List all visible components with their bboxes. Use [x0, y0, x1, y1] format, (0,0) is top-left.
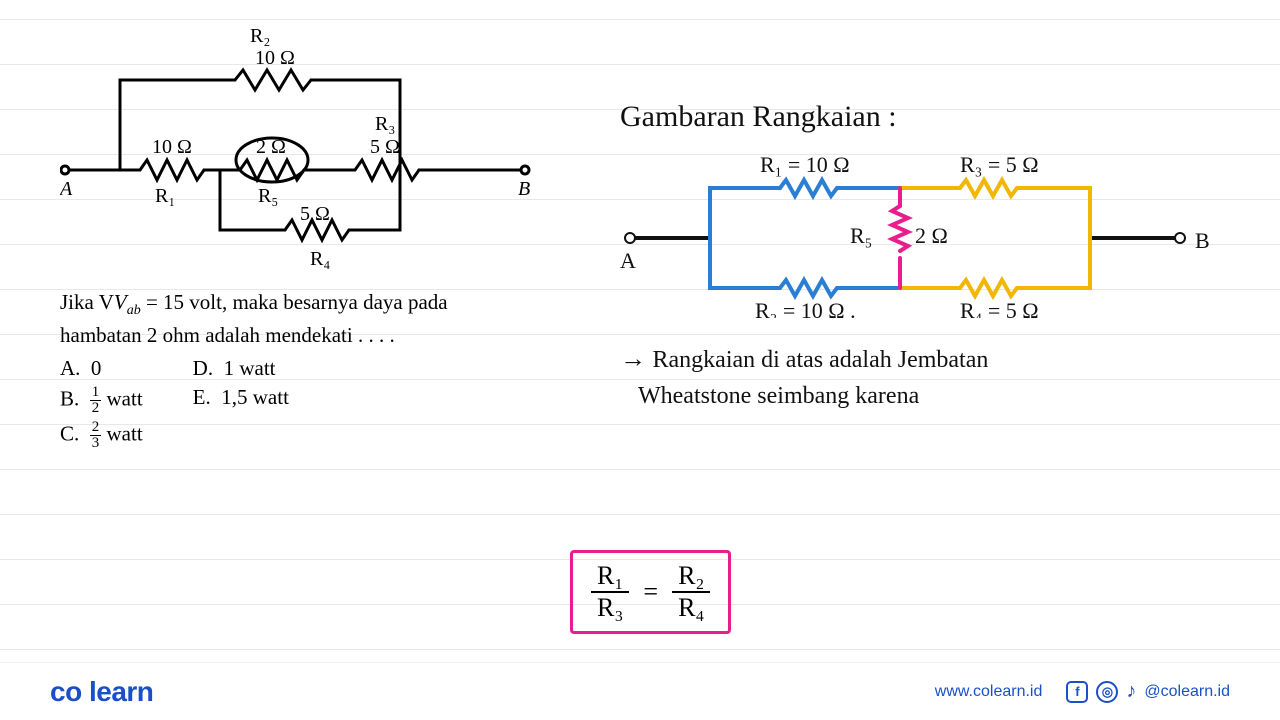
answer-options: A. 0 B. 12 watt C. 23 watt D. 1 watt E. … — [60, 356, 580, 451]
svg-text:R₃ = 5 Ω: R₃ = 5 Ω — [960, 152, 1039, 177]
svg-text:R₂ = 10 Ω .: R₂ = 10 Ω . — [755, 298, 856, 318]
svg-text:5 Ω: 5 Ω — [300, 203, 330, 225]
facebook-icon: f — [1066, 681, 1088, 703]
svg-text:R₅: R₅ — [258, 185, 278, 207]
svg-text:R₁ = 10 Ω: R₁ = 10 Ω — [760, 152, 850, 177]
footer: co learn www.colearn.id f ◎ ♪ @colearn.i… — [0, 662, 1280, 720]
svg-text:2 Ω: 2 Ω — [256, 136, 286, 158]
svg-text:R₄: R₄ — [310, 248, 330, 270]
svg-text:R₄ = 5 Ω: R₄ = 5 Ω — [960, 298, 1039, 318]
svg-text:R₅: R₅ — [850, 223, 872, 248]
logo: co learn — [50, 676, 153, 708]
social-handle: @colearn.id — [1144, 683, 1230, 701]
question-text: Jika VVab = 15 volt, maka besarnya daya … — [60, 288, 580, 350]
option-a: A. 0 — [60, 356, 143, 381]
svg-text:2 Ω: 2 Ω — [915, 223, 948, 248]
svg-text:A: A — [620, 248, 636, 273]
problem-area: A B R₂ 10 Ω 10 Ω R₁ 2 Ω R₅ 5 Ω R₃ 5 Ω R₄ — [60, 20, 580, 451]
tiktok-icon: ♪ — [1126, 680, 1136, 703]
content-layer: A B R₂ 10 Ω 10 Ω R₁ 2 Ω R₅ 5 Ω R₃ 5 Ω R₄ — [0, 0, 1280, 720]
circuit-diagram: A B R₂ 10 Ω 10 Ω R₁ 2 Ω R₅ 5 Ω R₃ 5 Ω R₄ — [60, 20, 540, 280]
instagram-icon: ◎ — [1096, 681, 1118, 703]
svg-text:5 Ω: 5 Ω — [370, 136, 400, 158]
terminal-a-label: A — [60, 178, 73, 200]
social-icons: f ◎ ♪ @colearn.id — [1066, 680, 1230, 703]
solution-note: → Rangkaian di atas adalah Jembatan Whea… — [620, 339, 1260, 414]
option-e: E. 1,5 watt — [193, 385, 289, 410]
option-c: C. 23 watt — [60, 420, 143, 451]
footer-url: www.colearn.id — [935, 683, 1043, 701]
terminal-b-label: B — [518, 178, 530, 200]
solution-area: Gambaran Rangkaian : — [620, 100, 1260, 414]
formula-box: R₁R₃ = R₂R₄ — [570, 550, 731, 634]
svg-text:R₂: R₂ — [250, 25, 270, 47]
svg-text:B: B — [1195, 228, 1210, 253]
redrawn-circuit: R₁ = 10 Ω R₃ = 5 Ω R₂ = 10 Ω . R₄ = 5 Ω … — [620, 148, 1220, 318]
svg-text:R₃: R₃ — [375, 113, 395, 135]
svg-text:R₁: R₁ — [155, 185, 175, 207]
svg-text:10 Ω: 10 Ω — [152, 136, 192, 158]
option-b: B. 12 watt — [60, 385, 143, 416]
svg-text:10 Ω: 10 Ω — [255, 47, 295, 69]
option-d: D. 1 watt — [193, 356, 289, 381]
solution-title: Gambaran Rangkaian : — [620, 100, 1260, 134]
footer-right: www.colearn.id f ◎ ♪ @colearn.id — [935, 680, 1230, 703]
